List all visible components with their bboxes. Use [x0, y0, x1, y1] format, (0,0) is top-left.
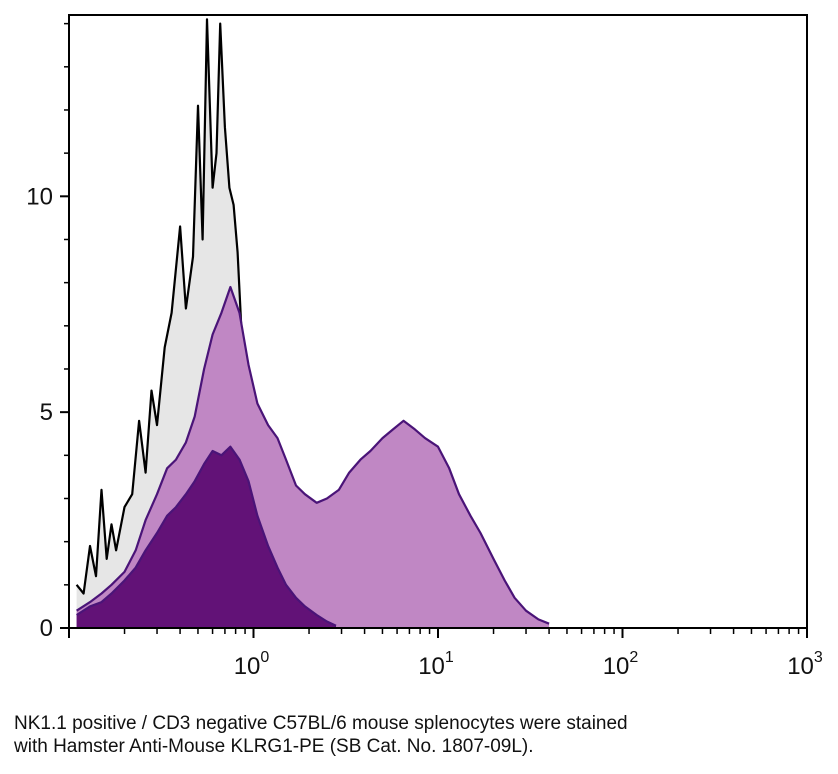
figure-caption: NK1.1 positive / CD3 negative C57BL/6 mo…	[14, 712, 814, 758]
x-tick-label: 101	[418, 649, 454, 680]
axes: 0 5 10 100 101 102 103	[26, 22, 823, 680]
x-tick-label: 100	[234, 649, 270, 680]
y-tick-label: 10	[26, 183, 53, 210]
series-0-fill	[76, 19, 350, 629]
x-tick-label: 102	[603, 649, 639, 680]
caption-line-1: NK1.1 positive / CD3 negative C57BL/6 mo…	[14, 713, 628, 734]
y-tick-label: 0	[40, 615, 53, 642]
caption-line-2: with Hamster Anti-Mouse KLRG1-PE (SB Cat…	[14, 736, 534, 757]
series-2-line	[76, 445, 337, 627]
y-tick-label: 5	[40, 399, 53, 426]
histogram-chart: 0 5 10 100 101 102 103	[26, 14, 823, 680]
histogram-series	[75, 18, 550, 629]
plot-frame	[68, 14, 808, 629]
x-tick-label: 103	[787, 649, 823, 680]
series-1-line	[76, 285, 550, 625]
series-2-fill	[76, 446, 336, 628]
